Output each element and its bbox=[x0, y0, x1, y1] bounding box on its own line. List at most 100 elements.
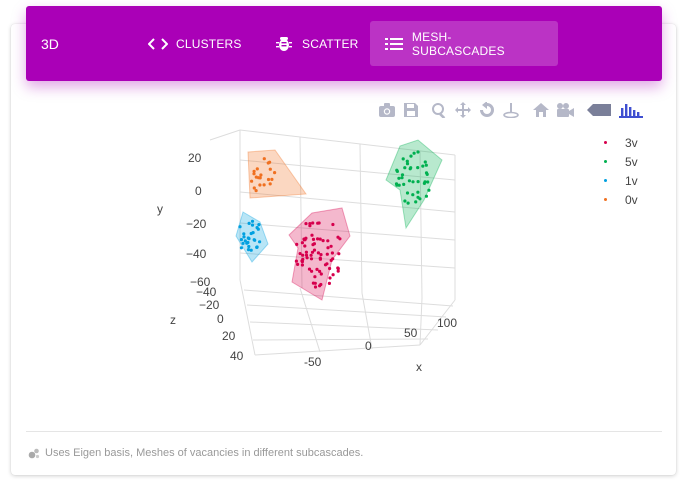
footer-text: Uses Eigen basis, Meshes of vacancies in… bbox=[45, 447, 364, 459]
scatter-point-3v bbox=[328, 266, 332, 271]
scatter-point-0v bbox=[254, 175, 258, 179]
scatter-point-3v bbox=[326, 246, 330, 250]
turntable-rotation-icon[interactable] bbox=[502, 101, 520, 119]
x-tick-label: 0 bbox=[365, 339, 372, 353]
tab-clusters[interactable]: CLUSTERS bbox=[134, 21, 256, 66]
y-tick-label: −60 bbox=[190, 275, 211, 289]
legend-marker bbox=[604, 141, 607, 144]
y-tick-label: −40 bbox=[186, 247, 207, 261]
scatter-point-3v bbox=[318, 256, 322, 260]
scatter-point-3v bbox=[304, 253, 309, 257]
scatter-point-3v bbox=[329, 258, 333, 262]
scatter-point-0v bbox=[255, 167, 259, 171]
scatter-point-3v bbox=[313, 275, 317, 279]
scatter-point-0v bbox=[252, 172, 256, 176]
pan-icon[interactable] bbox=[454, 101, 472, 119]
scatter-point-0v bbox=[258, 183, 262, 187]
legend-marker bbox=[604, 198, 607, 201]
scatter-point-1v bbox=[242, 232, 246, 236]
card bbox=[11, 24, 676, 475]
scatter-point-3v bbox=[309, 257, 314, 261]
legend-label: 1v bbox=[625, 173, 638, 188]
last-save-camera-icon[interactable] bbox=[556, 101, 574, 119]
scatter-point-1v bbox=[238, 225, 242, 229]
x-tick-label: 100 bbox=[437, 316, 457, 330]
legend-item-3v[interactable]: 3v bbox=[600, 133, 638, 152]
scatter-point-1v bbox=[246, 236, 250, 240]
scatter-point-3v bbox=[295, 242, 299, 246]
plotly-logo-icon[interactable] bbox=[618, 101, 644, 119]
reset-camera-icon[interactable] bbox=[532, 101, 550, 119]
orbit-rotation-icon[interactable] bbox=[478, 101, 496, 119]
mesh-hull-5v bbox=[385, 139, 443, 230]
scatter-point-1v bbox=[243, 239, 247, 243]
scatter-point-5v bbox=[400, 173, 405, 177]
camera-icon[interactable] bbox=[378, 101, 396, 119]
legend-label: 5v bbox=[625, 154, 638, 169]
scatter-point-1v bbox=[247, 244, 251, 249]
y-axis-label: y bbox=[157, 202, 163, 216]
scatter-point-5v bbox=[397, 183, 401, 187]
scatter-point-5v bbox=[407, 179, 411, 183]
zoom-icon[interactable] bbox=[430, 101, 448, 119]
legend-marker bbox=[604, 179, 607, 182]
scatter-point-5v bbox=[403, 199, 407, 203]
scatter-point-3v bbox=[336, 269, 340, 273]
legend-item-5v[interactable]: 5v bbox=[600, 152, 638, 171]
scatter-point-3v bbox=[318, 269, 322, 273]
scatter-point-5v bbox=[411, 180, 415, 184]
scatter-point-3v bbox=[311, 237, 316, 241]
scatter-point-1v bbox=[242, 235, 246, 239]
scatter-point-5v bbox=[426, 180, 430, 184]
scatter-point-3v bbox=[310, 233, 314, 237]
scatter-point-3v bbox=[304, 250, 308, 254]
x-axis-label: x bbox=[416, 360, 422, 374]
card-footer: Uses Eigen basis, Meshes of vacancies in… bbox=[28, 447, 363, 459]
scatter-point-5v bbox=[403, 166, 407, 170]
scatter-point-5v bbox=[412, 151, 416, 155]
scatter-point-3v bbox=[316, 221, 320, 225]
scatter-point-3v bbox=[301, 253, 305, 257]
scatter-point-3v bbox=[310, 269, 314, 273]
scatter-point-3v bbox=[336, 235, 340, 239]
scatter-point-5v bbox=[402, 182, 406, 186]
scatter-point-1v bbox=[241, 241, 245, 245]
scatter-point-3v bbox=[319, 272, 323, 276]
scatter-point-1v bbox=[249, 231, 253, 236]
scatter-point-5v bbox=[418, 197, 422, 201]
scatter-point-3v bbox=[303, 244, 307, 248]
scatter-point-3v bbox=[330, 251, 334, 255]
scatter-point-5v bbox=[411, 193, 415, 197]
legend-item-1v[interactable]: 1v bbox=[600, 171, 638, 190]
scatter-point-5v bbox=[424, 163, 428, 167]
scatter-point-5v bbox=[414, 200, 418, 204]
scatter-point-3v bbox=[327, 281, 331, 285]
z-tick-label: 0 bbox=[217, 312, 224, 326]
tab-scatter[interactable]: SCATTER bbox=[260, 21, 373, 66]
scatter-point-5v bbox=[416, 190, 420, 194]
scatter-point-3v bbox=[300, 241, 304, 245]
tab-mesh-subcascades[interactable]: MESH-SUBCASCADES bbox=[370, 21, 558, 66]
scatter-point-5v bbox=[409, 166, 413, 170]
scatter-point-1v bbox=[246, 248, 251, 252]
card-header: 3D CLUSTERS SCATTER MESH bbox=[26, 6, 662, 81]
scatter-point-3v bbox=[331, 222, 335, 227]
y-tick-label: −20 bbox=[186, 217, 207, 231]
save-icon[interactable] bbox=[402, 101, 420, 119]
plot-grid bbox=[209, 129, 456, 356]
scatter-point-3v bbox=[313, 281, 317, 285]
scatter-point-5v bbox=[421, 164, 425, 168]
code-icon bbox=[148, 36, 168, 52]
scatter-point-0v bbox=[252, 169, 256, 173]
legend-item-0v[interactable]: 0v bbox=[600, 190, 638, 209]
card-divider bbox=[26, 431, 662, 432]
scatter-point-5v bbox=[406, 201, 410, 205]
toggle-hover-icon[interactable] bbox=[586, 101, 612, 119]
mesh-hull-0v bbox=[247, 149, 307, 199]
scatter-point-1v bbox=[253, 238, 257, 242]
scatter-point-1v bbox=[247, 221, 251, 225]
scatter-point-3v bbox=[318, 237, 322, 241]
scatter-point-5v bbox=[405, 191, 410, 195]
scatter-point-1v bbox=[246, 240, 250, 245]
